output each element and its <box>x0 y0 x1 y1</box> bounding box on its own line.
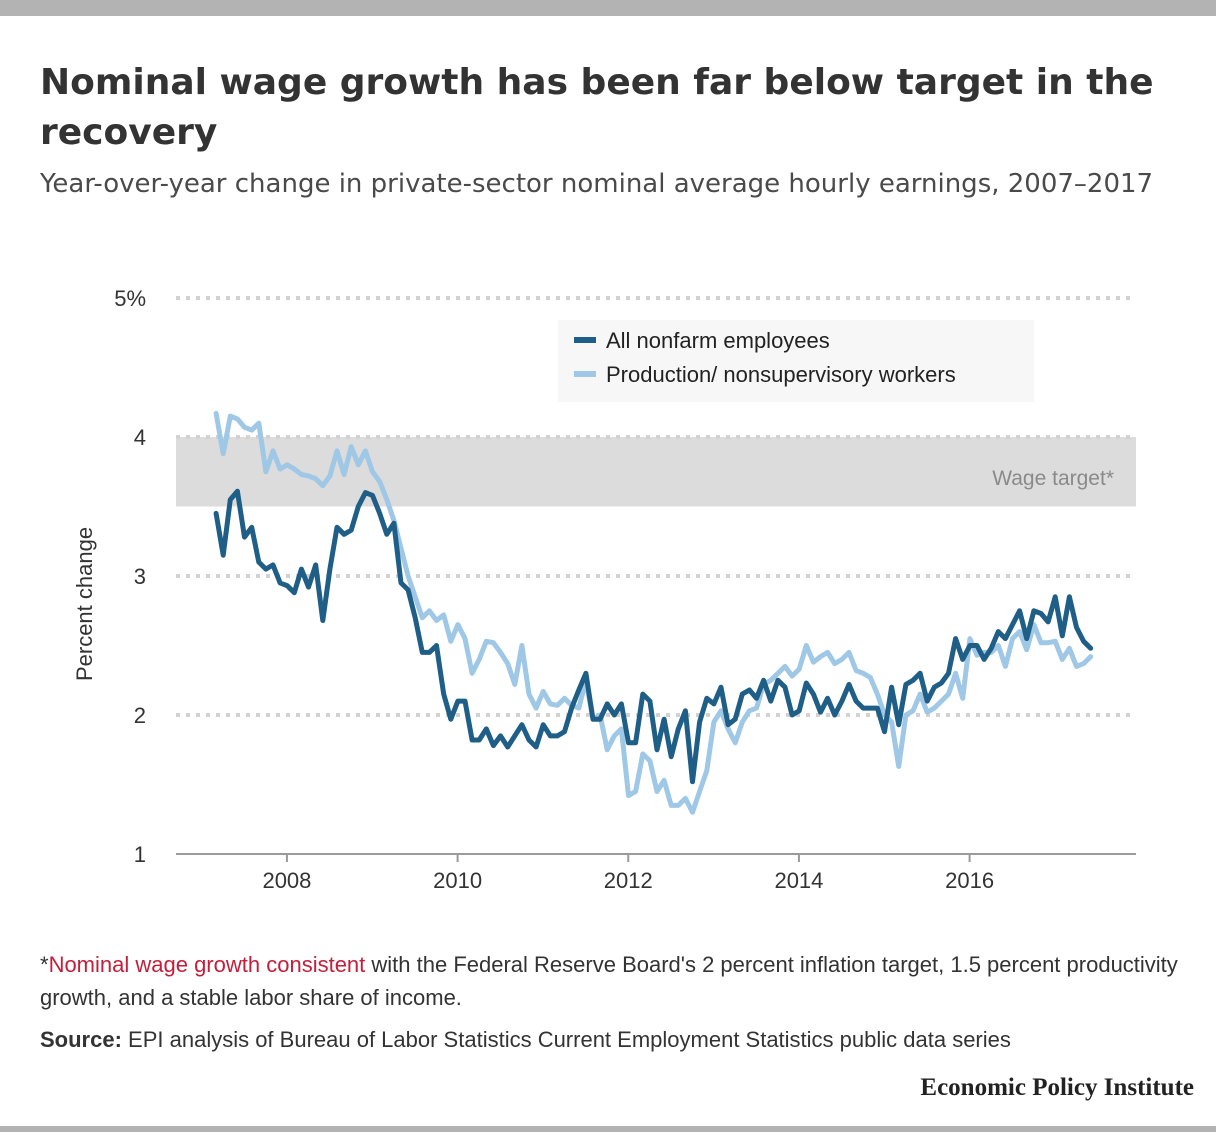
y-axis-label: Percent change <box>72 527 97 681</box>
brand-logo-text: Economic Policy Institute <box>920 1074 1194 1101</box>
series-line-production <box>213 410 1094 815</box>
footnote: *Nominal wage growth consistent with the… <box>40 948 1180 1014</box>
chart-title: Nominal wage growth has been far below t… <box>40 62 1154 153</box>
y-tick-label: 2 <box>134 703 146 728</box>
y-tick-label: 4 <box>134 425 146 450</box>
y-tick-label: 5% <box>114 286 146 311</box>
footnote-highlight: Nominal wage growth consistent <box>48 952 366 977</box>
bottom-border-bar <box>0 1126 1216 1132</box>
x-tick-label: 2014 <box>774 868 823 893</box>
legend-label: All nonfarm employees <box>606 328 830 353</box>
x-tick-label: 2008 <box>262 868 311 893</box>
footnote-text: with the Federal Reserve Board's 2 perce… <box>40 952 1178 1010</box>
top-border-bar <box>0 0 1216 16</box>
source-note: Source: EPI analysis of Bureau of Labor … <box>40 1024 1190 1056</box>
source-text: EPI analysis of Bureau of Labor Statisti… <box>121 1027 1011 1052</box>
wage-target-label: Wage target* <box>992 467 1114 490</box>
series-line-all-nonfarm <box>213 488 1094 785</box>
chart-subtitle: Year-over-year change in private-sector … <box>40 169 1154 199</box>
y-tick-label: 1 <box>134 842 146 867</box>
line-chart: Wage target* 1 2 3 4 5% 2008 2010 2012 2014 2016… <box>72 286 1136 893</box>
x-tick-label: 2016 <box>945 868 994 893</box>
x-tick-label: 2012 <box>604 868 653 893</box>
source-label: Source: <box>40 1027 122 1052</box>
footnote-mark: * <box>40 952 49 977</box>
legend-label: Production/ nonsupervisory workers <box>606 362 956 387</box>
legend-box <box>558 320 1034 402</box>
x-tick-label: 2010 <box>433 868 482 893</box>
wage-target-band <box>176 437 1136 507</box>
y-tick-label: 3 <box>134 564 146 589</box>
